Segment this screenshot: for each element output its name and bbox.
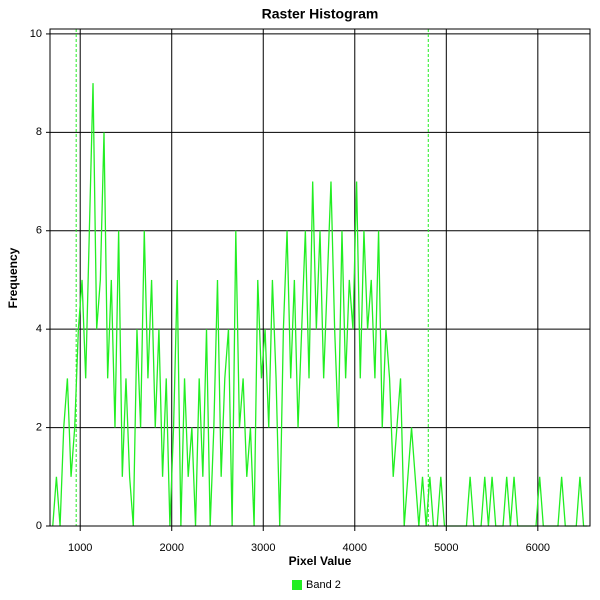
y-axis-label: Frequency xyxy=(6,247,20,308)
chart-title: Raster Histogram xyxy=(262,6,379,22)
y-tick-label: 4 xyxy=(36,323,42,335)
plot-area xyxy=(50,29,590,526)
y-tick-label: 0 xyxy=(36,520,42,532)
y-tick-label: 6 xyxy=(36,225,42,237)
y-tick-label: 8 xyxy=(36,126,42,138)
y-tick-label: 2 xyxy=(36,421,42,433)
x-tick-label: 6000 xyxy=(526,542,550,554)
plot-frame xyxy=(49,28,591,527)
x-tick-label: 4000 xyxy=(343,542,367,554)
x-tick-label: 3000 xyxy=(251,542,275,554)
legend-swatch xyxy=(292,580,302,590)
x-tick-label: 5000 xyxy=(434,542,458,554)
legend-label: Band 2 xyxy=(306,579,341,591)
y-tick-label: 10 xyxy=(30,28,42,40)
x-tick-label: 2000 xyxy=(159,542,183,554)
x-tick-label: 1000 xyxy=(68,542,92,554)
x-axis-label: Pixel Value xyxy=(289,554,352,568)
